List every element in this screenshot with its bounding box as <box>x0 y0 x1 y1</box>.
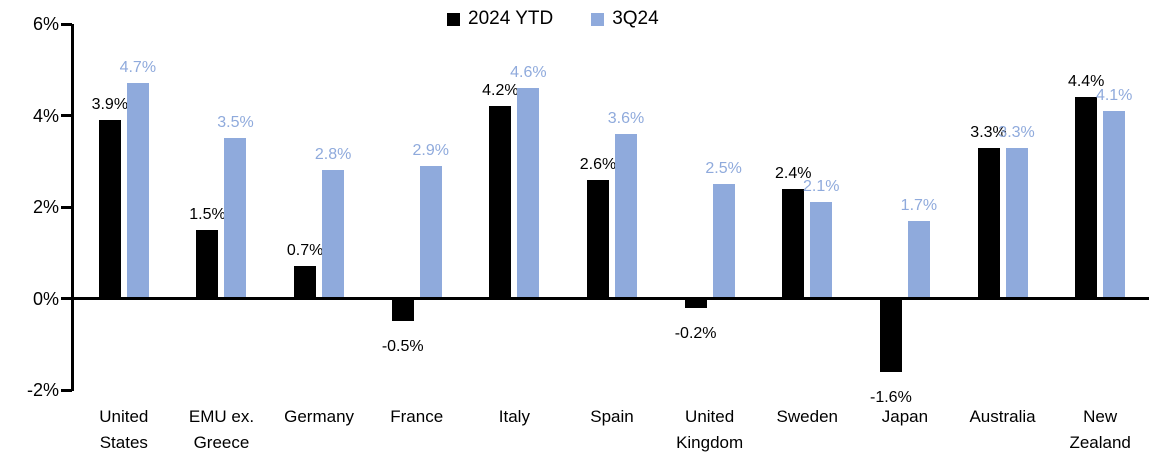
bar-2024-ytd-new-zealand <box>1075 97 1098 299</box>
bar-label-2024-ytd-france: -0.5% <box>381 338 424 356</box>
category-label-new-zealand: New Zealand <box>1069 407 1131 452</box>
y-axis-tick-mark <box>61 297 72 300</box>
bar-label-2024-ytd-united-states: 3.9% <box>91 96 129 114</box>
bar-3q24-italy <box>517 88 540 299</box>
bar-label-3q24-germany: 2.8% <box>314 146 352 164</box>
bar-3q24-sweden <box>810 202 833 299</box>
legend-swatch-2024-ytd-icon <box>447 12 460 26</box>
bar-label-2024-ytd-emu-ex-greece: 1.5% <box>189 205 226 223</box>
bar-label-2024-ytd-new-zealand: 4.4% <box>1067 73 1105 91</box>
x-axis-line <box>71 297 1149 300</box>
bar-label-3q24-new-zealand: 4.1% <box>1095 86 1133 104</box>
y-axis-tick-mark <box>61 114 72 117</box>
bar-2024-ytd-italy <box>489 106 512 299</box>
category-label-australia: Australia <box>969 407 1036 426</box>
bar-2024-ytd-emu-ex-greece <box>196 229 219 299</box>
category-label-united-states: United States <box>99 407 149 452</box>
category-label-france: France <box>390 407 444 426</box>
bar-label-3q24-japan: 1.7% <box>900 196 938 214</box>
bar-3q24-united-states <box>126 83 149 299</box>
legend-item-2024-ytd: 2024 YTD <box>447 7 553 31</box>
bar-3q24-germany <box>322 170 345 299</box>
bar-label-3q24-sweden: 2.1% <box>803 178 840 196</box>
bar-3q24-emu-ex-greece <box>224 138 247 299</box>
bar-2024-ytd-spain <box>587 179 609 299</box>
bar-3q24-japan <box>907 220 930 299</box>
bar-3q24-new-zealand <box>1103 110 1126 299</box>
y-axis-tick-mark <box>61 388 72 392</box>
category-label-emu-ex-greece: EMU ex. Greece <box>188 407 255 452</box>
legend-label-3q24: 3Q24 <box>612 8 659 29</box>
y-axis-tick-mark <box>61 205 72 209</box>
bar-2024-ytd-japan <box>879 298 902 372</box>
bar-label-3q24-spain: 3.6% <box>607 109 645 127</box>
chart-legend: 2024 YTD 3Q24 <box>447 7 659 31</box>
category-label-germany: Germany <box>284 407 355 426</box>
bar-label-2024-ytd-sweden: 2.4% <box>775 164 812 182</box>
bar-3q24-australia <box>1005 147 1028 299</box>
legend-label-2024-ytd: 2024 YTD <box>468 8 554 29</box>
bar-2024-ytd-sweden <box>782 188 805 299</box>
legend-item-3q24: 3Q24 <box>591 7 659 31</box>
category-label-united-kingdom: United Kingdom <box>676 407 744 452</box>
bar-label-3q24-italy: 4.6% <box>510 64 547 82</box>
bar-label-2024-ytd-italy: 4.2% <box>482 82 519 100</box>
bar-3q24-spain <box>615 133 637 299</box>
y-axis-tick-label-4: 4% <box>32 105 59 126</box>
legend-swatch-3q24-icon <box>591 12 605 26</box>
y-axis-line <box>71 24 74 391</box>
bar-label-2024-ytd-germany: 0.7% <box>286 242 324 260</box>
bar-label-3q24-france: 2.9% <box>412 141 449 159</box>
bar-3q24-united-kingdom <box>712 184 735 299</box>
bar-2024-ytd-germany <box>294 266 317 299</box>
bar-3q24-france <box>419 165 442 299</box>
y-axis-tick-mark <box>61 22 72 26</box>
bar-label-2024-ytd-australia: 3.3% <box>970 123 1007 141</box>
category-label-spain: Spain <box>590 407 634 426</box>
category-label-japan: Japan <box>881 407 929 426</box>
bar-label-3q24-emu-ex-greece: 3.5% <box>217 114 254 132</box>
bar-2024-ytd-united-kingdom <box>684 298 707 308</box>
bar-label-2024-ytd-japan: -1.6% <box>870 388 912 406</box>
category-label-italy: Italy <box>498 407 530 426</box>
bar-label-2024-ytd-united-kingdom: -0.2% <box>674 324 717 342</box>
category-label-sweden: Sweden <box>776 407 838 426</box>
bar-2024-ytd-australia <box>977 147 1000 299</box>
bar-label-3q24-australia: 3.3% <box>998 123 1035 141</box>
y-axis-tick-label-2: 2% <box>32 197 59 217</box>
y-axis-tick-label-2: -2% <box>26 380 59 400</box>
bar-label-2024-ytd-spain: 2.6% <box>579 155 617 173</box>
bar-2024-ytd-france <box>391 298 414 322</box>
y-axis-tick-label-6: 6% <box>32 14 59 34</box>
bar-label-3q24-united-kingdom: 2.5% <box>705 160 742 178</box>
y-axis-tick-label-0: 0% <box>32 288 59 309</box>
bar-2024-ytd-united-states <box>98 120 121 299</box>
bar-label-3q24-united-states: 4.7% <box>119 59 157 77</box>
